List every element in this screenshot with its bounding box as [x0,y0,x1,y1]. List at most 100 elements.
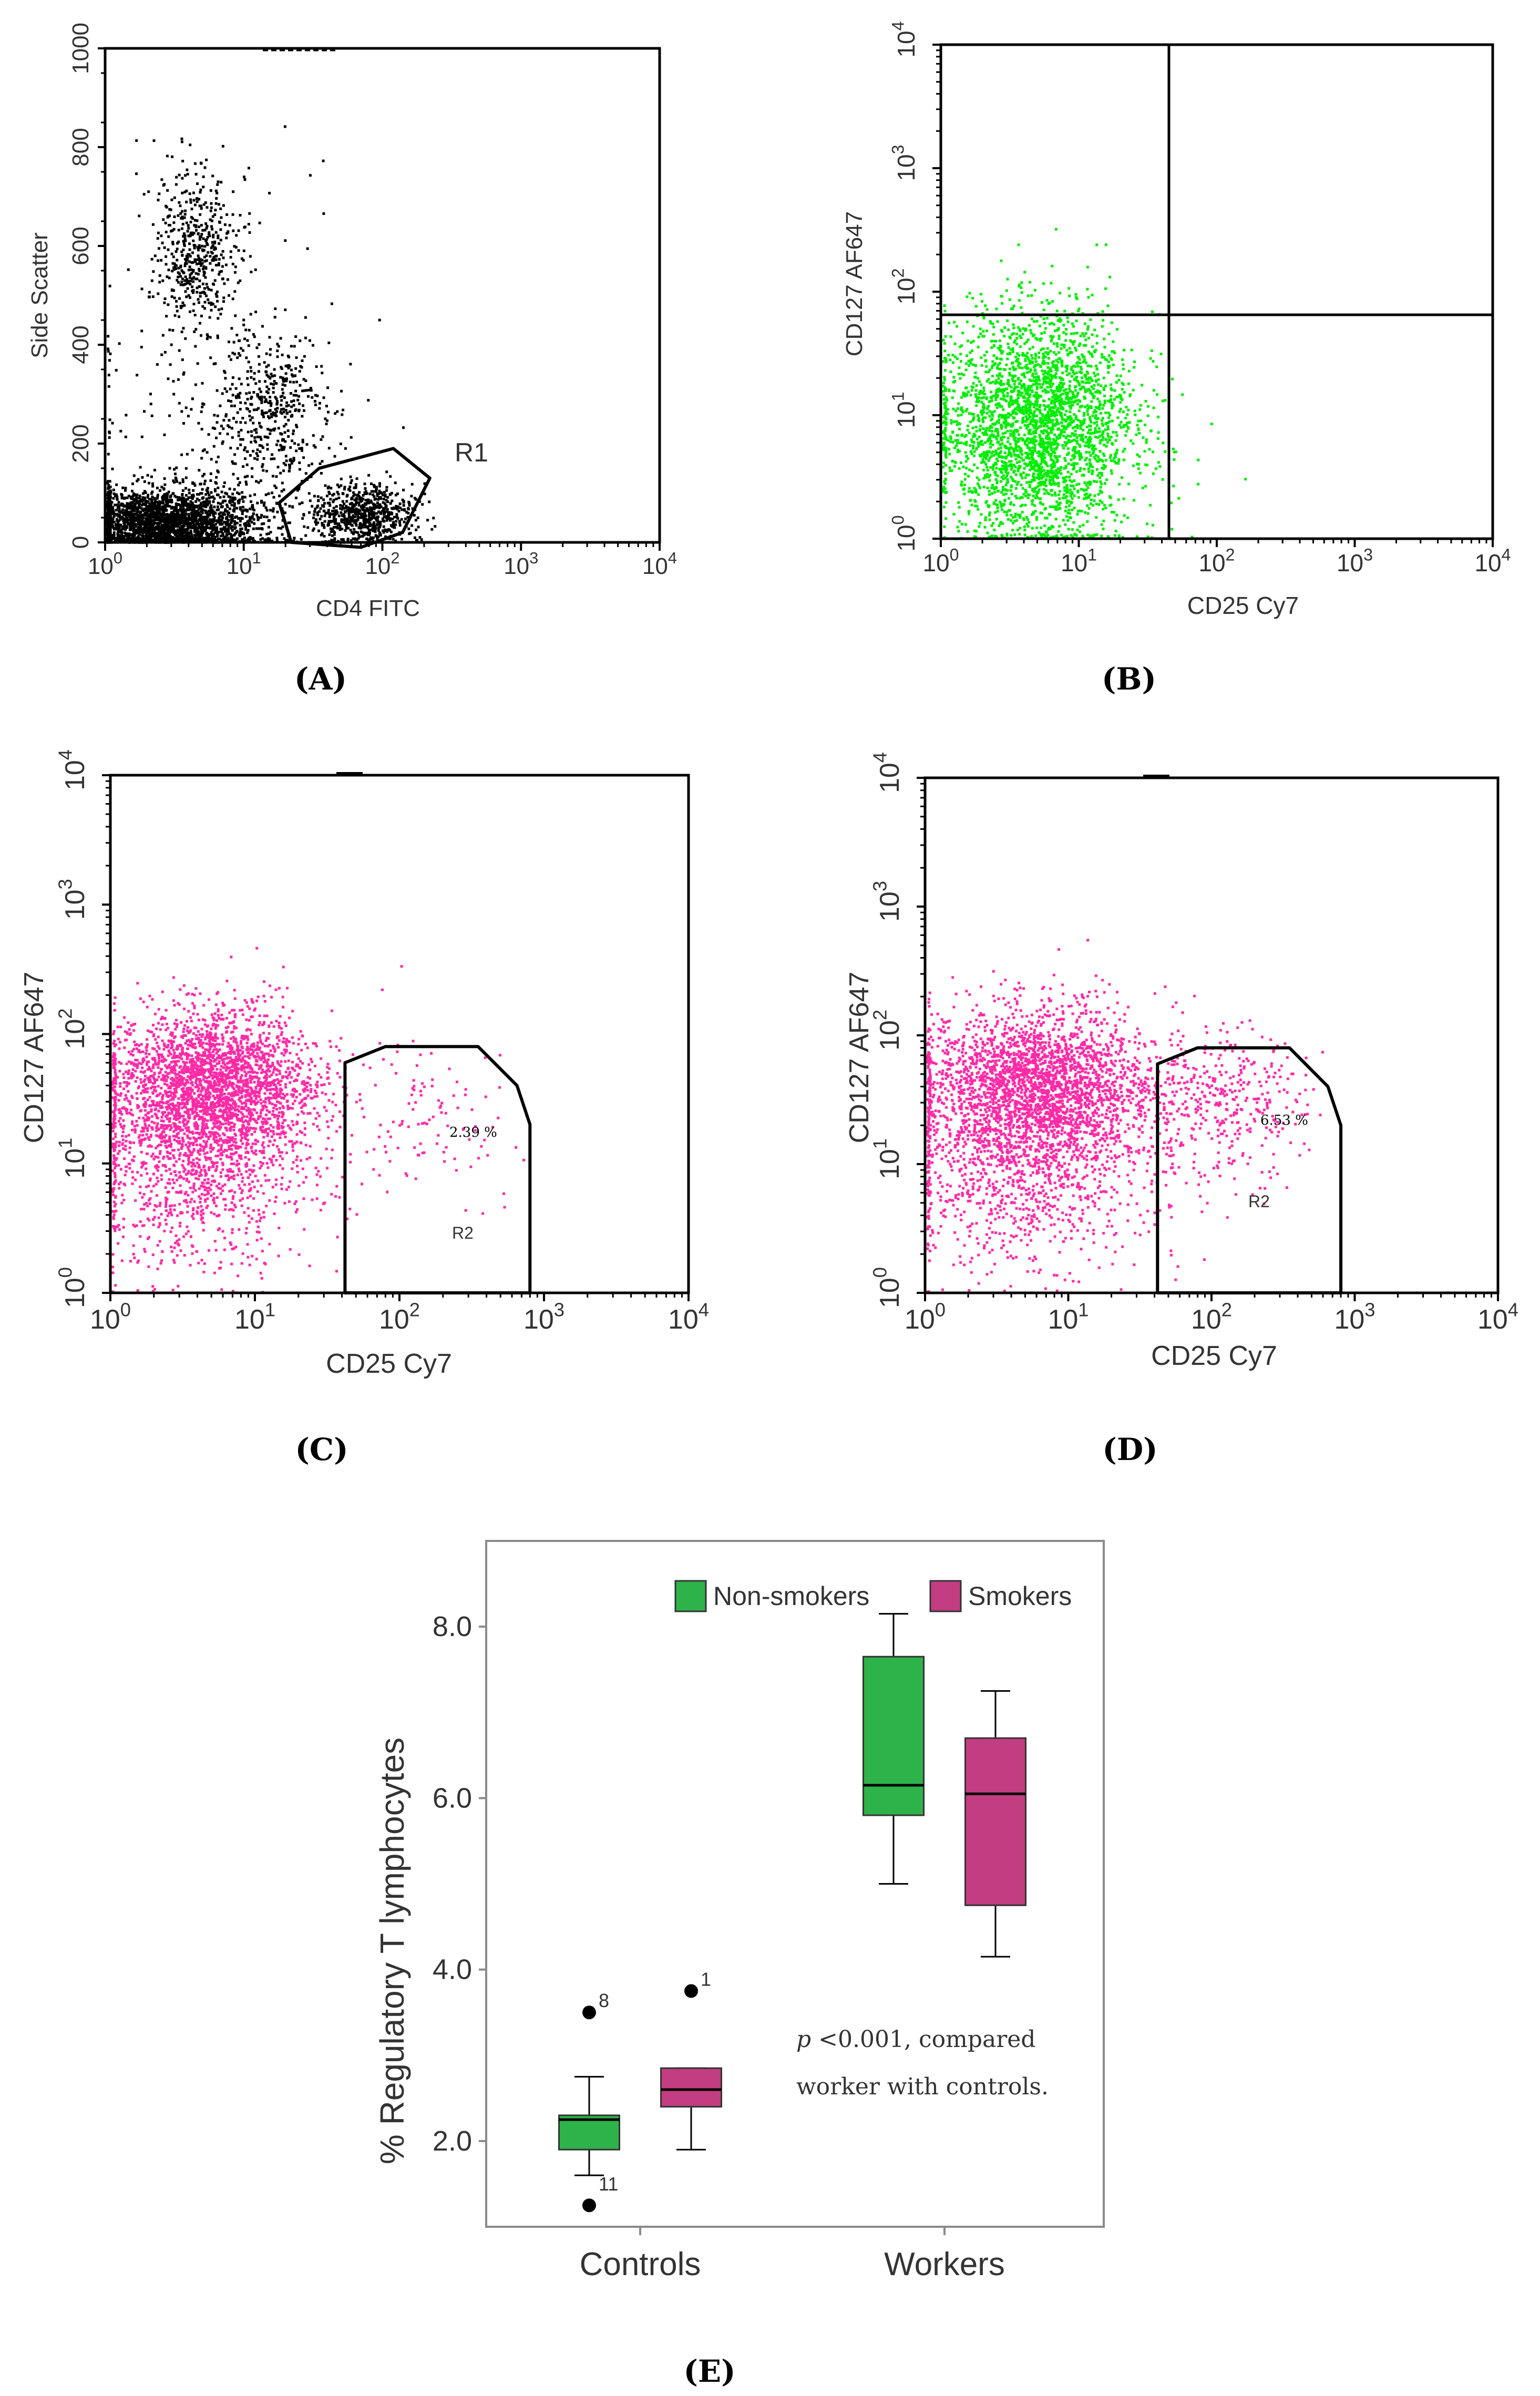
x-tick-label: Controls [580,2246,701,2282]
x-tick-exp: 1 [265,1299,275,1321]
panel-a-ylabel: Side Scatter [27,232,53,358]
y-tick-label: 102 [55,1008,90,1049]
y-tick-exp: 2 [55,1008,76,1019]
panel-d-gates: R2 6.53 % [1156,1046,1343,1294]
x-tick-label: 102 [1198,545,1235,577]
panel-a-xlabel: CD4 FITC [316,595,420,621]
x-tick-base: 10 [642,553,668,579]
outlier-point [684,1984,698,1998]
y-tick-base: 10 [875,1020,905,1051]
y-tick-exp: 2 [869,1010,891,1020]
y-tick-label: 104 [888,21,920,57]
x-tick-base: 10 [1061,549,1087,577]
y-tick-exp: 4 [55,749,76,760]
y-tick-exp: 0 [55,1267,76,1278]
y-tick-exp: 4 [888,21,907,30]
x-tick-label: 100 [905,1299,946,1335]
p-value-line-2: worker with controls. [796,2073,1049,2100]
x-tick-base: 10 [227,553,252,579]
x-tick-label: 103 [504,549,538,579]
gate-percent: 2.39 % [449,1125,497,1140]
panel-d-label: (D) [1102,1432,1157,1467]
y-tick-base: 10 [892,154,920,181]
box-non-smokers [863,1655,925,1816]
x-tick-label: 101 [1048,1299,1089,1335]
y-tick-label: 600 [68,227,94,265]
panel-e-legend: Non-smokers Smokers [674,1580,1072,1612]
outlier-point [582,2006,596,2020]
x-tick-exp: 2 [1226,545,1235,564]
y-tick-label: 2.0 [433,2125,472,2157]
y-tick-base: 10 [875,1278,905,1308]
y-tick-label: 102 [869,1010,905,1051]
panel-c-scatter: R22.39 % 100 101 102 103 104100101102103104 … [19,749,709,1467]
y-tick-base: 10 [875,1149,905,1179]
x-tick-label: 100 [922,545,959,577]
x-tick-base: 10 [1198,549,1225,577]
p-value-line-1: p <0.001, compared [796,2026,1035,2053]
y-tick-label: 101 [888,392,920,428]
x-tick-exp: 3 [1363,545,1373,564]
y-tick-exp: 3 [55,879,76,889]
y-tick-base: 10 [875,763,905,793]
legend-label: Non-smokers [713,1581,869,1611]
panel-d-events [926,939,1324,1293]
x-tick-label: 104 [642,549,677,579]
outlier-label: 1 [701,1968,711,1990]
x-tick-label: Workers [884,2246,1005,2282]
x-tick-label: 103 [523,1299,564,1335]
x-tick-label: 101 [1061,545,1097,577]
x-tick-label: 103 [1334,1299,1375,1335]
x-tick-base: 10 [1474,549,1501,577]
x-tick-label: 102 [365,549,399,579]
x-tick-exp: 2 [409,1299,420,1321]
y-tick-base: 10 [60,1019,90,1050]
panel-c-dots [111,947,525,1294]
x-tick-exp: 0 [120,1299,131,1321]
x-tick-label: 101 [227,549,261,579]
x-tick-exp: 3 [554,1299,564,1321]
y-tick-base: 10 [60,889,90,920]
x-tick-base: 10 [90,1304,120,1335]
y-tick-exp: 3 [888,145,907,154]
x-tick-base: 10 [1191,1304,1221,1335]
panel-c-gates: R2 2.39 % [343,1045,532,1294]
x-tick-exp: 4 [1508,1299,1518,1321]
gate-r2 [343,1045,532,1294]
y-tick-label: 104 [55,749,90,790]
panel-a-events [106,125,437,544]
panel-c-frame [109,774,690,1294]
x-tick-label: 101 [234,1299,275,1335]
panel-c-events [111,947,525,1294]
y-tick-exp: 2 [888,268,907,277]
y-tick-label: 101 [869,1138,905,1179]
y-tick-base: 10 [60,760,90,790]
box-smokers [964,1737,1026,1906]
outlier-label: 11 [599,2173,618,2195]
x-tick-exp: 4 [1502,545,1511,564]
panel-c-label: (C) [295,1432,348,1467]
x-tick-exp: 0 [950,545,959,564]
legend-label: Smokers [968,1581,1072,1611]
x-tick-exp: 2 [1221,1299,1232,1321]
y-tick-label: 100 [888,515,920,551]
y-tick-label: 103 [869,881,905,922]
x-tick-exp: 1 [1078,1299,1089,1321]
x-tick-exp: 0 [114,549,122,567]
y-tick-label: 1000 [68,23,94,74]
x-tick-base: 10 [523,1304,554,1335]
y-tick-exp: 0 [869,1267,891,1278]
box-non-smokers [558,2114,620,2151]
x-tick-exp: 1 [252,549,261,567]
y-tick-exp: 1 [55,1138,76,1148]
x-tick-exp: 2 [391,549,399,567]
x-tick-label: 104 [1474,545,1511,577]
gate-label: R2 [1248,1192,1270,1211]
x-tick-base: 10 [379,1304,409,1335]
